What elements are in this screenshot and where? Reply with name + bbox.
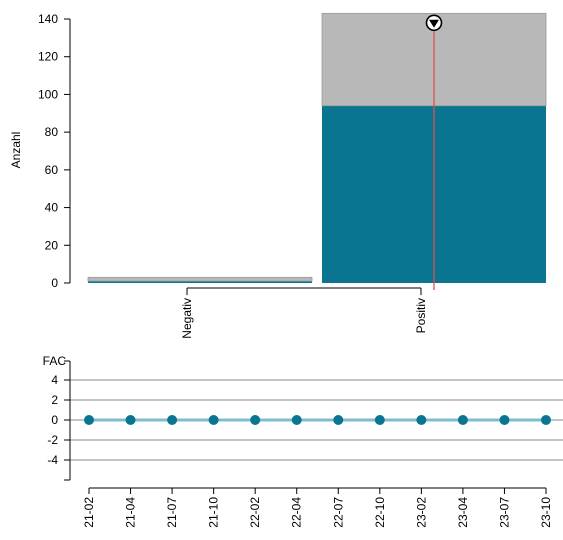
date-x-tick-label: 22-10	[373, 497, 387, 528]
fac-point-22-04[interactable]	[291, 415, 302, 425]
y-tick-label: 100	[38, 87, 58, 101]
fac-point-22-10[interactable]	[374, 415, 385, 425]
y-tick-label: 0	[51, 276, 58, 290]
fac-point-21-02[interactable]	[84, 415, 94, 425]
fac-point-23-07[interactable]	[499, 415, 510, 425]
down-arrow-glyph	[429, 19, 439, 28]
marker-group[interactable]	[425, 14, 443, 290]
y-tick-label: 80	[45, 125, 59, 139]
fac-axis-label: FAC	[43, 354, 67, 368]
fac-y-tick-label: 4	[51, 373, 58, 387]
y-tick-label: 120	[38, 50, 58, 64]
fac-y-axis: 4 2 0 -2 -4	[47, 360, 71, 481]
date-x-tick-label: 23-02	[414, 497, 428, 528]
fac-y-tick-label: -4	[47, 453, 58, 467]
fac-point-22-07[interactable]	[333, 415, 344, 425]
bar-negativ-segment-0[interactable]	[88, 281, 312, 283]
line-chart: FAC 4 2 0 -2 -4 21-02 21-04 21-07 21-10 22-02 22-…	[43, 354, 563, 528]
x-tick-label-negativ: Negativ	[180, 298, 194, 339]
fac-point-21-10[interactable]	[208, 415, 219, 425]
y-tick-label: 140	[38, 12, 58, 26]
y-axis: 0 20 40 60 80 100 120 140	[38, 12, 71, 290]
fac-point-23-04[interactable]	[457, 415, 468, 425]
date-x-tick-label: 21-02	[82, 497, 96, 528]
fac-y-tick-label: 2	[51, 393, 58, 407]
bar-negativ-segment-1[interactable]	[87, 276, 313, 282]
date-x-tick-label: 21-10	[207, 497, 221, 528]
fac-y-tick-label: 0	[51, 413, 58, 427]
y-tick-label: 40	[45, 201, 59, 215]
y-tick-label: 60	[45, 163, 59, 177]
y-axis-label: Anzahl	[9, 132, 23, 169]
date-x-tick-label: 23-04	[456, 497, 470, 528]
fac-point-21-07[interactable]	[167, 415, 178, 425]
fac-point-23-10[interactable]	[541, 415, 551, 425]
date-x-tick-label: 23-07	[497, 497, 511, 528]
y-tick-label: 20	[45, 238, 59, 252]
date-x-tick-label: 21-04	[124, 497, 138, 528]
line-series	[84, 415, 551, 425]
x-tick-label-positiv: Positiv	[414, 298, 428, 333]
date-x-tick-label: 22-02	[248, 497, 262, 528]
date-x-tick-label: 22-07	[331, 497, 345, 528]
bar-chart: Anzahl 0 20 40 60 80 100 120 140 Negativ Positiv	[9, 12, 547, 339]
date-x-tick-label: 22-04	[290, 497, 304, 528]
date-x-axis: 21-02 21-04 21-07 21-10 22-02 22-04 22-07 22-10…	[82, 487, 553, 528]
fac-point-21-04[interactable]	[125, 415, 136, 425]
date-x-tick-label: 21-07	[165, 497, 179, 528]
fac-point-22-02[interactable]	[250, 415, 261, 425]
bar-series	[87, 12, 547, 283]
x-axis: Negativ Positiv	[180, 287, 428, 339]
date-x-tick-label: 23-10	[539, 497, 553, 528]
fac-point-23-02[interactable]	[416, 415, 427, 425]
fac-y-tick-label: -2	[47, 433, 58, 447]
